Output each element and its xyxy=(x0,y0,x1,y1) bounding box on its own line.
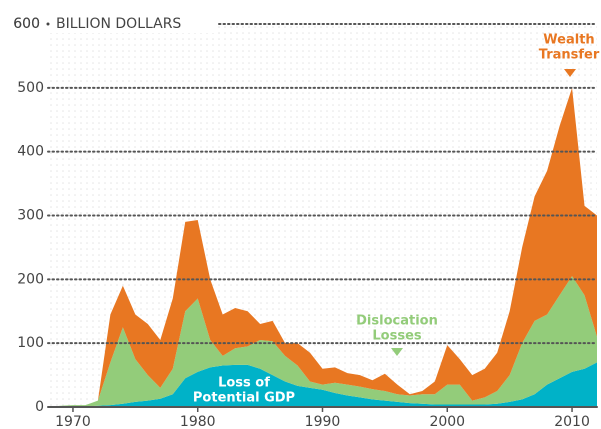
annotation: Loss of xyxy=(218,376,270,391)
y-tick-label: 0 xyxy=(35,399,44,415)
area xyxy=(48,87,597,407)
x-tick-label: 1990 xyxy=(305,414,341,429)
annotation-pointer xyxy=(391,348,403,356)
x-tick-label: 2010 xyxy=(554,414,590,429)
y-tick-label: 600 xyxy=(13,16,40,32)
annotation: Dislocation xyxy=(356,314,438,329)
y-tick-label: 200 xyxy=(17,271,44,287)
x-tick-label: 1980 xyxy=(180,414,216,429)
label-backdrop xyxy=(40,15,218,33)
annotation: Transfer xyxy=(539,48,600,63)
annotation: Wealth xyxy=(543,33,594,48)
x-tick-label: 2000 xyxy=(429,414,465,429)
y-tick-label: 100 xyxy=(17,335,44,351)
y-tick-label: 600 xyxy=(13,16,40,32)
annotation: Losses xyxy=(372,329,422,344)
y-tick-label: 400 xyxy=(17,144,44,160)
y-axis-label: BILLION DOLLARS xyxy=(56,16,181,32)
y-tick-label: 300 xyxy=(17,208,44,224)
annotation-pointer xyxy=(564,69,576,77)
area xyxy=(48,362,597,407)
y-tick-label: 500 xyxy=(17,80,44,96)
x-tick-label: 1970 xyxy=(55,414,91,429)
annotation: Potential GDP xyxy=(193,391,295,406)
area xyxy=(48,276,597,407)
separator-dot xyxy=(46,22,50,26)
